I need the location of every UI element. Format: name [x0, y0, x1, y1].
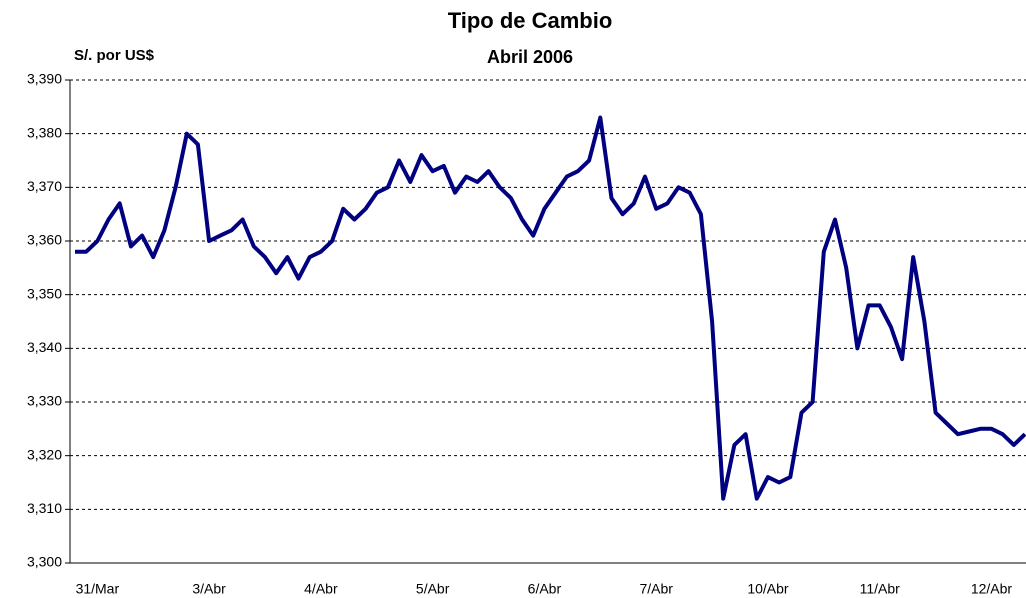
y-tick-label: 3,320 [27, 446, 62, 462]
y-tick-label: 3,360 [27, 232, 62, 248]
x-tick-label: 3/Abr [192, 581, 226, 597]
y-tick-label: 3,340 [27, 339, 62, 355]
y-tick-label: 3,350 [27, 285, 62, 301]
x-tick-label: 6/Abr [528, 581, 562, 597]
x-tick-label: 31/Mar [76, 581, 120, 597]
x-tick-label: 11/Abr [860, 581, 901, 597]
y-tick-label: 3,390 [27, 71, 62, 87]
x-tick-label: 7/Abr [639, 581, 673, 597]
x-tick-label: 5/Abr [416, 581, 450, 597]
series-line [75, 115, 1026, 501]
y-axis-label: S/. por US$ [74, 47, 155, 64]
x-tick-label: 10/Abr [747, 581, 789, 597]
y-tick-label: 3,380 [27, 124, 62, 140]
y-tick-label: 3,370 [27, 178, 62, 194]
x-tick-label: 4/Abr [304, 581, 338, 597]
y-tick-label: 3,310 [27, 500, 62, 516]
x-tick-label: 12/Abr [971, 581, 1013, 597]
chart-subtitle: Abril 2006 [487, 47, 573, 67]
y-tick-label: 3,330 [27, 393, 62, 409]
chart-title: Tipo de Cambio [448, 8, 613, 33]
y-tick-label: 3,300 [27, 554, 62, 570]
